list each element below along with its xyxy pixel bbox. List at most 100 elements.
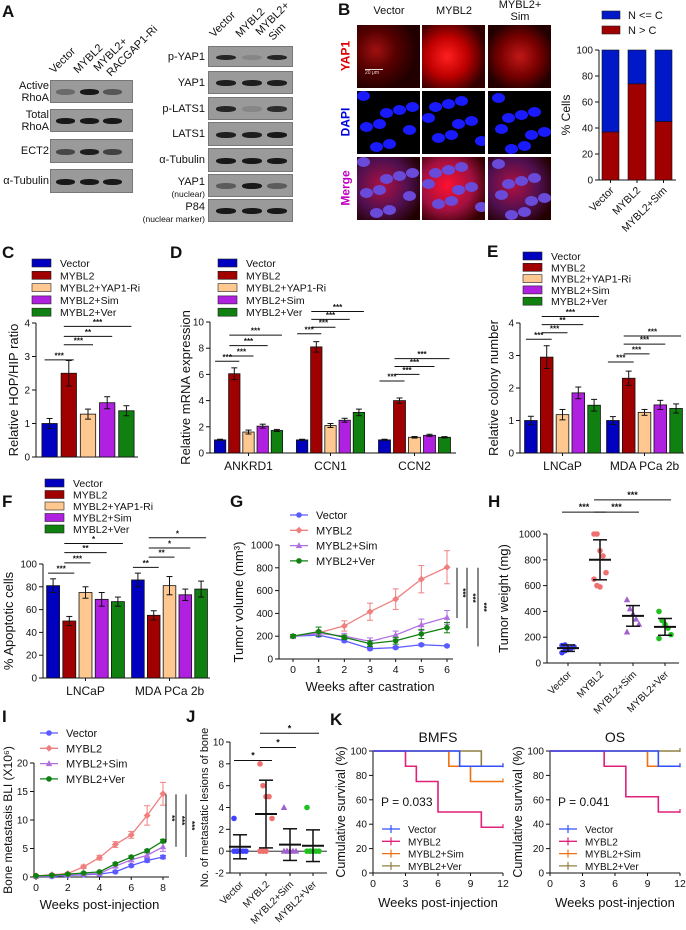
- data-point: [444, 643, 450, 649]
- y-tick-label: 600: [256, 586, 273, 597]
- bar: [324, 425, 337, 454]
- microscopy-image: [357, 157, 420, 220]
- cell-nucleus: [442, 99, 455, 109]
- y-tick-label: 60: [356, 795, 368, 806]
- blot-strip: [50, 139, 133, 163]
- data-point: [392, 595, 400, 603]
- data-point: [112, 861, 119, 867]
- significance-label: ***: [326, 311, 336, 320]
- legend-label: MYBL2+Sim: [66, 759, 127, 771]
- cell-nucleus: [357, 157, 370, 167]
- y-tick-label: 60: [533, 795, 545, 806]
- blot-strip: [208, 174, 293, 197]
- data-point: [340, 622, 348, 630]
- data-point: [80, 870, 87, 876]
- legend-label: MYBL2: [551, 262, 586, 274]
- legend-label: Vector: [551, 251, 581, 263]
- panel-label-b: B: [338, 0, 351, 19]
- microscopy-column-label: Sim: [510, 11, 530, 23]
- cell-nucleus: [518, 141, 531, 151]
- bar: [194, 588, 208, 679]
- data-point: [316, 848, 322, 854]
- microscopy-row-label: DAPI: [338, 107, 353, 137]
- protein-band: [103, 178, 122, 185]
- x-tick-label: 0: [547, 878, 553, 890]
- protein-band: [242, 208, 262, 215]
- y-tick-label: 0: [508, 449, 514, 460]
- y-axis-label: % Cells: [559, 95, 573, 136]
- cell-nucleus: [422, 113, 435, 123]
- cell-nucleus: [538, 193, 551, 203]
- data-point: [260, 782, 266, 789]
- x-tick-label: Vector: [546, 669, 574, 697]
- legend-swatch: [217, 270, 238, 280]
- y-tick-label: 3: [24, 352, 30, 363]
- legend-label: MYBL2+Ver: [246, 307, 303, 319]
- x-tick-label: 0: [290, 664, 296, 676]
- data-point: [231, 815, 237, 822]
- bar: [118, 410, 135, 458]
- y-tick-label: 600: [524, 581, 541, 592]
- data-point: [266, 793, 272, 800]
- legend-label: MYBL2+Ver: [73, 524, 130, 536]
- significance-label: ***: [187, 821, 196, 831]
- data-point: [594, 531, 600, 537]
- blot-row-label: α-Tubulin: [0, 175, 49, 187]
- data-point: [341, 634, 348, 641]
- protein-band: [80, 148, 99, 155]
- blot-row-label: Active RhoA: [0, 80, 49, 104]
- y-tick-label: 80: [356, 771, 368, 782]
- significance-label: ***: [55, 351, 65, 360]
- legend-label: MYBL2: [408, 837, 441, 848]
- legend-label: N <= C: [628, 10, 663, 22]
- legend-label: MYBL2+YAP1-Ri: [60, 283, 140, 295]
- cell-nucleus: [475, 202, 485, 212]
- y-tick-label: 0: [24, 453, 30, 464]
- legend-marker: [46, 730, 52, 736]
- data-point: [626, 605, 634, 612]
- significance-label: *: [276, 737, 280, 747]
- x-tick-label: 0: [33, 882, 39, 894]
- blot-row-label-line: YAP1: [177, 76, 205, 89]
- significance-label: **: [85, 328, 92, 337]
- x-tick-label: 4: [393, 664, 399, 676]
- y-tick-label: 10: [193, 318, 205, 329]
- legend-label: MYBL2+Ver: [585, 862, 639, 873]
- x-axis-label: Weeks post-injection: [378, 895, 498, 910]
- data-point: [635, 620, 643, 627]
- legend-label: MYBL2+Sim: [73, 513, 132, 525]
- legend-swatch: [217, 258, 238, 268]
- bar: [131, 579, 145, 679]
- data-point: [127, 831, 135, 839]
- data-point: [263, 848, 269, 854]
- y-tick-label: 60: [582, 98, 594, 109]
- legend-label: MYBL2+Sim: [246, 295, 305, 307]
- cell-nucleus: [432, 199, 445, 209]
- protein-band: [267, 80, 287, 87]
- stacked-bar-segment: [654, 49, 673, 122]
- x-tick-label: 6: [435, 878, 441, 890]
- data-point: [64, 871, 71, 877]
- blot-row-label-line: Active: [19, 79, 49, 92]
- data-point: [392, 631, 399, 638]
- blot-strip: [50, 169, 133, 193]
- cell-nucleus: [357, 91, 370, 101]
- cell-nucleus: [525, 130, 538, 140]
- survival-curve: [373, 750, 503, 829]
- blot-row-label: p-YAP1: [95, 51, 205, 63]
- y-tick-label: 80: [582, 72, 594, 83]
- data-point: [144, 847, 150, 854]
- bar: [270, 430, 283, 454]
- bar: [587, 404, 601, 454]
- significance-label: **: [559, 316, 566, 325]
- legend-marker: [45, 760, 53, 767]
- microscopy-column-label: Vector: [373, 5, 405, 17]
- legend-swatch: [44, 513, 65, 522]
- y-tick-label: 3: [508, 351, 514, 362]
- data-point: [111, 841, 119, 849]
- data-point: [392, 637, 399, 644]
- protein-band: [267, 54, 287, 60]
- data-point: [600, 553, 606, 559]
- significance-label: ***: [616, 354, 626, 363]
- legend-label: MYBL2+YAP1-Ri: [73, 501, 153, 513]
